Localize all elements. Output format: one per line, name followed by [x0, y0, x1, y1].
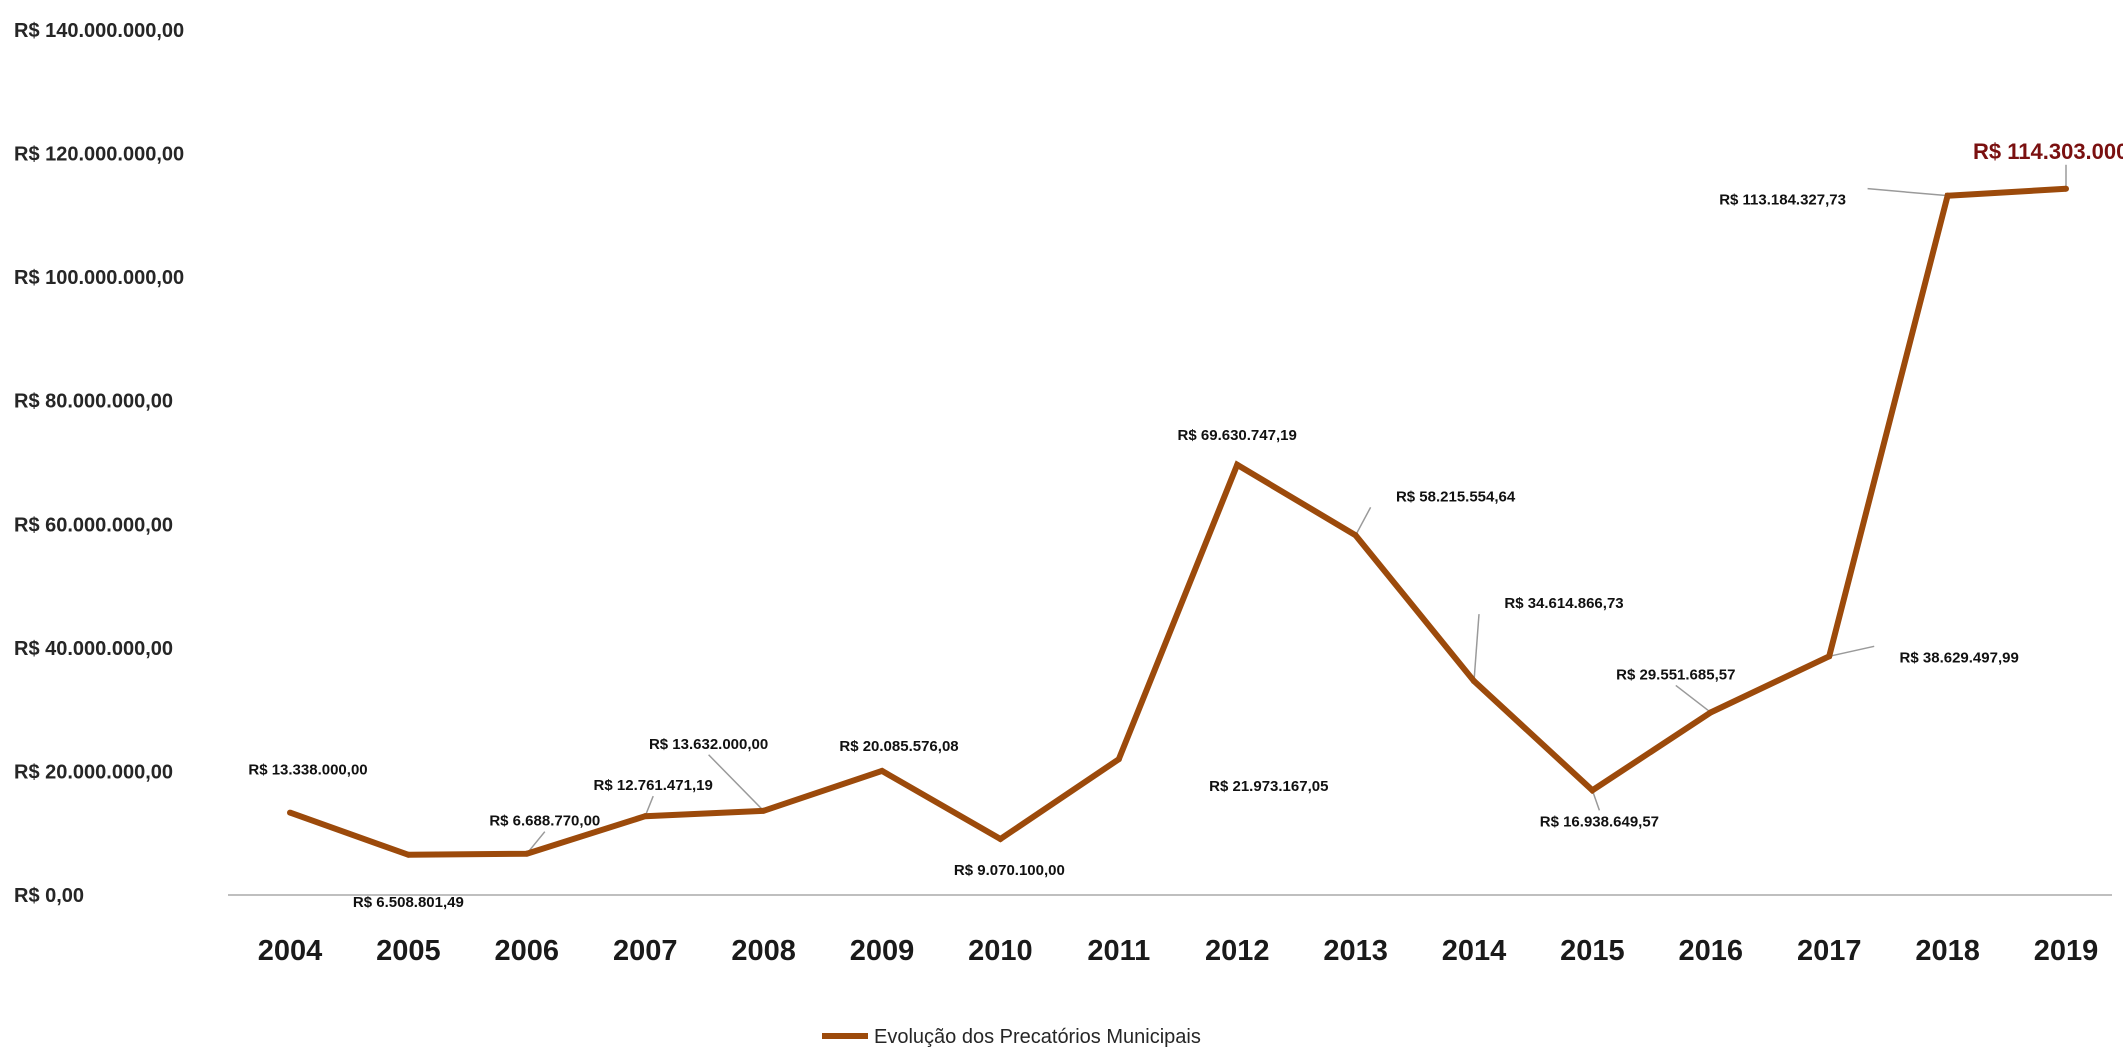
x-tick-label: 2015 [1560, 935, 1625, 967]
legend-label: Evolução dos Precatórios Municipais [874, 1026, 1201, 1048]
x-tick-label: 2013 [1323, 935, 1388, 967]
data-point [1115, 756, 1122, 763]
x-tick-label: 2014 [1442, 935, 1507, 967]
data-label: R$ 29.551.685,57 [1616, 666, 1735, 683]
data-label: R$ 21.973.167,05 [1209, 778, 1328, 795]
data-label: R$ 58.215.554,64 [1396, 488, 1516, 505]
data-labels: R$ 13.338.000,00 R$ 6.508.801,49 R$ 6.688.… [248, 139, 2123, 911]
data-label: R$ 6.688.770,00 [489, 813, 600, 830]
y-tick-label: R$ 20.000.000,00 [14, 761, 173, 783]
data-point [642, 813, 649, 820]
x-tick-label: 2011 [1087, 935, 1150, 967]
data-label: R$ 34.614.866,73 [1504, 595, 1623, 612]
data-point [879, 767, 885, 774]
data-label: R$ 9.070.100,00 [954, 862, 1065, 879]
data-point [405, 851, 412, 858]
data-point [760, 807, 767, 814]
x-tick-label: 2005 [376, 935, 441, 967]
y-tick-label: R$ 60.000.000,00 [14, 514, 173, 536]
y-tick-label: R$ 120.000.000,00 [14, 144, 184, 166]
data-point [1589, 787, 1596, 794]
data-point [1352, 532, 1359, 539]
data-label: R$ 13.632.000,00 [649, 736, 768, 753]
data-point [2063, 185, 2069, 192]
x-tick-label: 2009 [850, 935, 915, 967]
y-tick-label: R$ 40.000.000,00 [14, 638, 173, 660]
x-tick-label: 2018 [1915, 935, 1980, 967]
label-leader-line [644, 795, 654, 817]
data-label: R$ 69.630.747,19 [1178, 427, 1297, 444]
x-tick-label: 2010 [968, 935, 1033, 967]
label-leader-line [1867, 187, 1948, 197]
data-point [523, 850, 530, 857]
y-axis: R$ 0,00 R$ 20.000.000,00 R$ 40.000.000,00 R… [14, 20, 184, 907]
label-leader-line [1675, 684, 1712, 714]
x-tick-label: 2016 [1679, 935, 1744, 967]
y-tick-label: R$ 0,00 [14, 885, 84, 907]
legend[interactable]: Evolução dos Precatórios Municipais [822, 1026, 1201, 1048]
data-label: R$ 113.184.327,73 [1719, 192, 1846, 209]
data-label: R$ 16.938.649,57 [1540, 813, 1659, 830]
x-tick-label: 2019 [2034, 935, 2099, 967]
data-label: R$ 38.629.497,99 [1900, 649, 2019, 666]
data-point [1826, 653, 1833, 660]
x-tick-label: 2008 [731, 935, 796, 967]
data-point [1234, 461, 1241, 468]
data-label: R$ 20.085.576,08 [839, 738, 958, 755]
data-point [287, 809, 293, 816]
y-tick-label: R$ 100.000.000,00 [14, 267, 184, 289]
x-tick-label: 2012 [1205, 935, 1270, 967]
x-tick-label: 2007 [613, 935, 678, 967]
y-tick-label: R$ 80.000.000,00 [14, 391, 173, 413]
data-point [1471, 678, 1477, 685]
label-leader-line [1473, 614, 1480, 682]
data-label: R$ 12.761.471,19 [594, 777, 713, 794]
data-point [1944, 192, 1951, 199]
data-label: R$ 13.338.000,00 [248, 762, 367, 779]
series-line [288, 185, 2067, 858]
label-leader-line [1829, 645, 1875, 658]
data-label: R$ 114.303.000,00 [1973, 139, 2123, 164]
label-leader-line [1354, 506, 1372, 536]
x-axis: 2004 2005 2006 2007 2008 2009 2010 2011 2012 2013… [258, 935, 2099, 967]
x-tick-label: 2006 [495, 935, 560, 967]
x-tick-label: 2017 [1797, 935, 1862, 967]
y-tick-label: R$ 140.000.000,00 [14, 20, 184, 42]
data-point [997, 835, 1004, 842]
label-leader-line [708, 754, 765, 812]
x-tick-label: 2004 [258, 935, 323, 967]
label-leader-line [1591, 790, 1601, 811]
data-point [1707, 709, 1714, 716]
data-label: R$ 6.508.801,49 [353, 894, 464, 911]
